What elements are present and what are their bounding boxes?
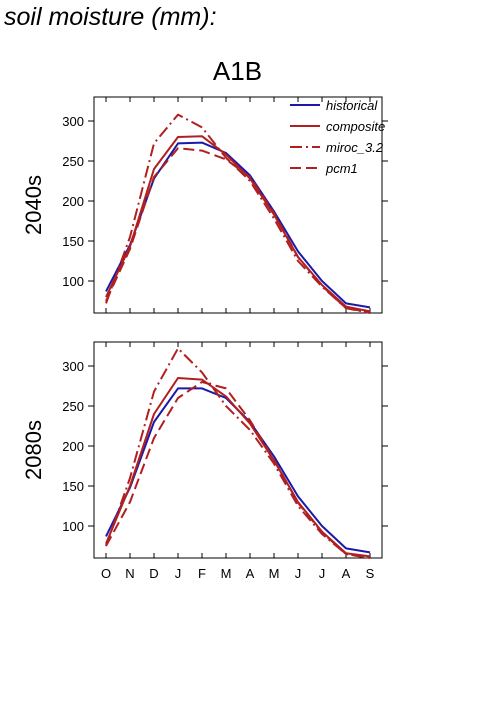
legend-label: historical [326, 98, 378, 113]
x-tick-label: O [101, 566, 111, 581]
x-tick-label: F [198, 566, 206, 581]
y-tick-label: 250 [62, 154, 84, 169]
scenario-title: A1B [212, 56, 263, 86]
x-tick-label: J [175, 566, 182, 581]
x-tick-label: A [246, 566, 255, 581]
x-tick-label: D [149, 566, 158, 581]
series-line-composite [105, 377, 371, 558]
series-line-historical [105, 387, 371, 554]
series-line-miroc-3-2 [105, 113, 371, 314]
plot-frame-2040s [93, 96, 383, 314]
x-tick-label: M [269, 566, 280, 581]
legend-label: miroc_3.2 [326, 140, 384, 155]
series-line-miroc-3-2 [105, 347, 371, 559]
x-tick-label: M [221, 566, 232, 581]
legend-label: pcm1 [325, 161, 358, 176]
series-line-pcm1 [105, 147, 371, 314]
x-tick-label: A [342, 566, 351, 581]
y-tick-label: 100 [62, 274, 84, 289]
y-tick-label: 150 [62, 479, 84, 494]
y-tick-label: 100 [62, 519, 84, 534]
series-line-pcm1 [105, 381, 371, 559]
x-tick-label: J [295, 566, 302, 581]
x-tick-label: S [366, 566, 375, 581]
y-tick-label: 150 [62, 234, 84, 249]
plot-frame-2080s [93, 341, 383, 559]
y-tick-label: 300 [62, 359, 84, 374]
x-tick-label: N [125, 566, 134, 581]
x-tick-label: J [319, 566, 326, 581]
panel-label: 2040s [21, 175, 46, 235]
legend-label: composite [326, 119, 385, 134]
page-title: soil moisture (mm): [4, 3, 217, 31]
y-tick-label: 200 [62, 194, 84, 209]
y-tick-label: 200 [62, 439, 84, 454]
y-tick-label: 250 [62, 399, 84, 414]
y-tick-label: 300 [62, 114, 84, 129]
panel-label: 2080s [21, 420, 46, 480]
